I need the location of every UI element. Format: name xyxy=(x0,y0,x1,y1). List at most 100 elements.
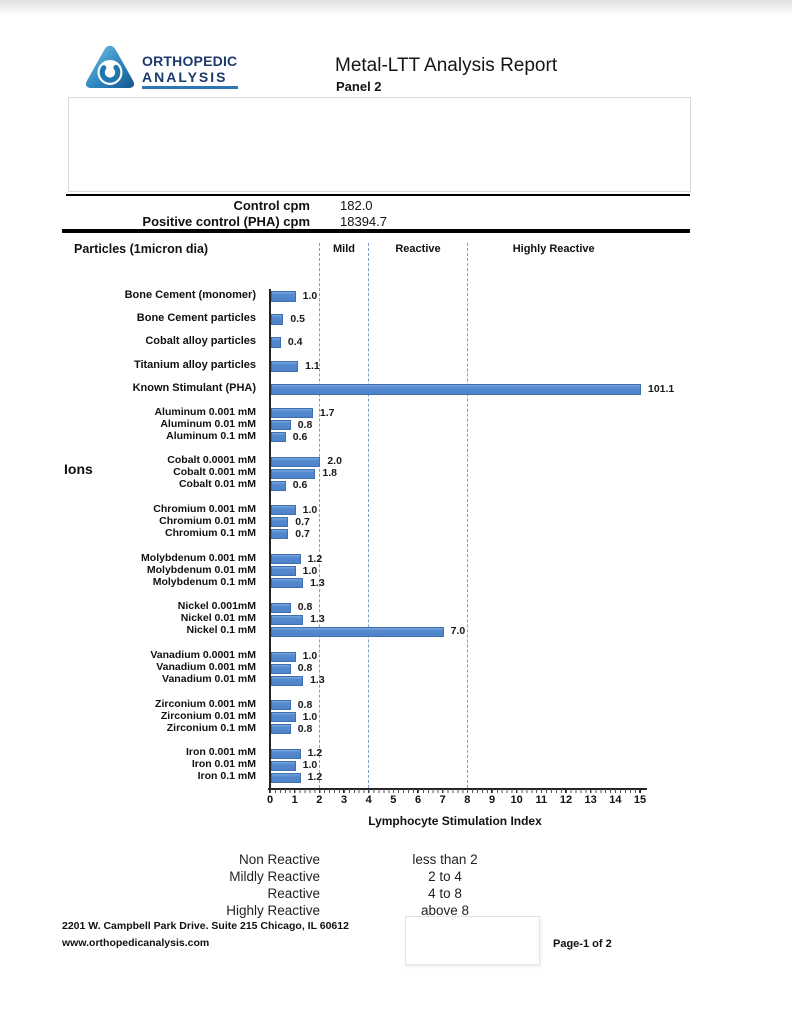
bar-bone-cement-monomer- xyxy=(271,290,296,302)
category-label: Nickel 0.1 mM xyxy=(186,624,256,637)
x-axis-tick-label: 4 xyxy=(365,794,372,806)
bar-value: 0.5 xyxy=(290,312,305,325)
legend-highly-reactive-range: above 8 xyxy=(420,903,470,918)
category-label: Nickel 0.01 mM xyxy=(180,612,256,625)
x-axis-tick-label: 1 xyxy=(291,794,298,806)
bar-value: 0.8 xyxy=(297,698,313,711)
bar-value: 7.0 xyxy=(450,625,466,638)
zone-boundary-line xyxy=(466,243,468,788)
divider-thick xyxy=(62,229,690,233)
bar-aluminum-0.001-mm xyxy=(271,408,313,418)
report-title: Metal-LTT Analysis Report xyxy=(335,55,558,76)
bar-chromium-0.01-mm xyxy=(271,517,289,528)
chart-minor-ticks xyxy=(270,789,640,793)
category-label: Molybdenum 0.01 mM xyxy=(146,563,256,576)
zone-boundary-line xyxy=(368,243,370,788)
footer-blank-box xyxy=(405,916,540,965)
bar-aluminum-0.1-mm xyxy=(271,432,286,442)
category-label: Aluminum 0.001 mM xyxy=(154,405,256,418)
bar-vanadium-0.001-mm xyxy=(271,663,291,674)
bar-value: 0.4 xyxy=(287,336,303,349)
x-axis-tick-label: 12 xyxy=(559,794,573,806)
bar-zirconium-0.01-mm xyxy=(271,712,296,723)
page-top-shadow xyxy=(0,0,792,14)
category-label: Zirconium 0.001 mM xyxy=(155,697,256,710)
positive-control-cpm-value: 18394.7 xyxy=(340,214,387,229)
bar-iron-0.001-mm xyxy=(271,748,301,759)
legend-mildly-reactive-label: Mildly Reactive xyxy=(229,869,320,884)
bar-cobalt-0.001-mm xyxy=(271,468,316,479)
x-axis-tick-label: 15 xyxy=(633,794,647,806)
bar-value: 1.0 xyxy=(302,759,318,772)
x-axis-tick-label: 7 xyxy=(439,794,446,806)
bar-value: 1.3 xyxy=(310,613,325,626)
bar-aluminum-0.01-mm xyxy=(271,420,291,430)
bar-nickel-0.001mm xyxy=(271,602,291,613)
bar-bone-cement-particles xyxy=(271,313,284,325)
bar-zirconium-0.1-mm xyxy=(271,724,291,735)
legend-highly-reactive-label: Highly Reactive xyxy=(226,903,320,918)
bar-value: 1.0 xyxy=(302,650,318,662)
chart-x-axis-line xyxy=(268,788,647,790)
logo-word-orthopedic: ORTHOPEDIC xyxy=(142,52,238,69)
category-label: Iron 0.01 mM xyxy=(191,758,256,771)
x-axis-title: Lymphocyte Stimulation Index xyxy=(368,814,542,828)
control-cpm-label: Control cpm xyxy=(233,198,310,213)
bar-value: 2.0 xyxy=(327,455,342,468)
category-label: Chromium 0.01 mM xyxy=(159,514,256,527)
bar-cobalt-0.01-mm xyxy=(271,480,286,491)
bar-value: 0.8 xyxy=(297,662,313,674)
bar-iron-0.1-mm xyxy=(271,772,301,783)
bar-value: 1.3 xyxy=(310,576,325,589)
category-label: Molybdenum 0.001 mM xyxy=(141,551,256,564)
footer-website: www.orthopedicanalysis.com xyxy=(62,937,210,949)
bar-cobalt-alloy-particles xyxy=(271,337,281,349)
x-axis-tick-label: 5 xyxy=(390,794,397,806)
category-label: Iron 0.1 mM xyxy=(197,770,256,783)
category-label: Chromium 0.001 mM xyxy=(153,502,256,515)
logo-triangle-icon xyxy=(84,44,136,99)
bar-chromium-0.001-mm xyxy=(271,505,296,516)
bar-value: 0.8 xyxy=(297,418,313,431)
bar-value: 1.7 xyxy=(319,406,335,419)
positive-control-cpm-label: Positive control (PHA) cpm xyxy=(142,214,310,229)
category-label: Titanium alloy particles xyxy=(133,358,256,371)
bar-value: 0.6 xyxy=(292,430,308,443)
bar-known-stimulant-pha- xyxy=(271,384,641,396)
category-label: Zirconium 0.1 mM xyxy=(166,721,256,734)
legend-mildly-reactive-range: 2 to 4 xyxy=(428,869,462,884)
category-label: Nickel 0.001mM xyxy=(177,600,256,613)
bar-nickel-0.01-mm xyxy=(271,614,304,625)
logo-underline xyxy=(142,85,238,89)
bar-vanadium-0.0001-mm xyxy=(271,651,296,662)
particles-section-label: Particles (1micron dia) xyxy=(74,242,209,256)
category-label: Bone Cement (monomer) xyxy=(124,288,256,301)
bar-molybdenum-0.001-mm xyxy=(271,554,301,565)
x-axis-tick-label: 13 xyxy=(584,794,597,806)
zone-boundary-line xyxy=(318,243,320,788)
x-axis-tick-label: 8 xyxy=(464,794,471,806)
page-number: Page-1 of 2 xyxy=(553,938,612,950)
category-label: Cobalt 0.001 mM xyxy=(173,466,256,479)
bar-value: 1.8 xyxy=(322,467,337,480)
bar-value: 101.1 xyxy=(648,383,675,396)
x-axis-tick-label: 11 xyxy=(535,794,548,806)
footer-address: 2201 W. Campbell Park Drive. Suite 215 C… xyxy=(62,920,349,932)
category-label: Vanadium 0.0001 mM xyxy=(150,649,256,661)
x-axis-tick-label: 9 xyxy=(488,794,496,806)
bar-molybdenum-0.01-mm xyxy=(271,566,296,577)
bar-iron-0.01-mm xyxy=(271,760,296,771)
bar-value: 1.0 xyxy=(302,710,318,723)
x-axis-tick-label: 0 xyxy=(266,794,274,806)
category-label: Cobalt alloy particles xyxy=(145,335,256,348)
legend-non-reactive-label: Non Reactive xyxy=(238,852,320,867)
category-label: Chromium 0.1 mM xyxy=(164,526,256,539)
bar-vanadium-0.01-mm xyxy=(271,675,304,686)
legend-reactive-label: Reactive xyxy=(267,886,320,901)
zone-label: Reactive xyxy=(395,243,441,255)
bar-value: 1.1 xyxy=(305,359,320,372)
category-label: Vanadium 0.001 mM xyxy=(156,661,256,673)
category-label: Aluminum 0.1 mM xyxy=(166,429,256,442)
bar-value: 0.7 xyxy=(295,515,310,528)
